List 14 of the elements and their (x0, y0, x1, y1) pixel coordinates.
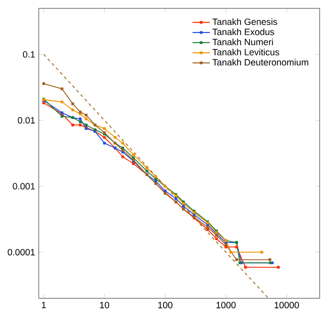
x-tick-label: 1000 (216, 302, 236, 308)
legend-label: Tanakh Deuteronomium (212, 58, 308, 66)
legend-label: Tanakh Exodus (212, 28, 274, 36)
legend-label: Tanakh Leviticus (212, 48, 280, 56)
legend-label: Tanakh Numeri (212, 38, 273, 46)
y-tick-label: 0.01 (18, 117, 35, 124)
y-tick-label: 0.001 (12, 183, 35, 190)
y-tick-label: 0.1 (22, 51, 35, 58)
y-tick-label: 0.0001 (8, 249, 35, 256)
x-tick-label: 10 (100, 302, 110, 308)
legend-label: Tanakh Genesis (212, 18, 278, 26)
x-tick-label: 100 (158, 302, 172, 308)
x-tick-label: 10000 (274, 302, 299, 308)
x-tick-label: 1 (42, 302, 46, 308)
